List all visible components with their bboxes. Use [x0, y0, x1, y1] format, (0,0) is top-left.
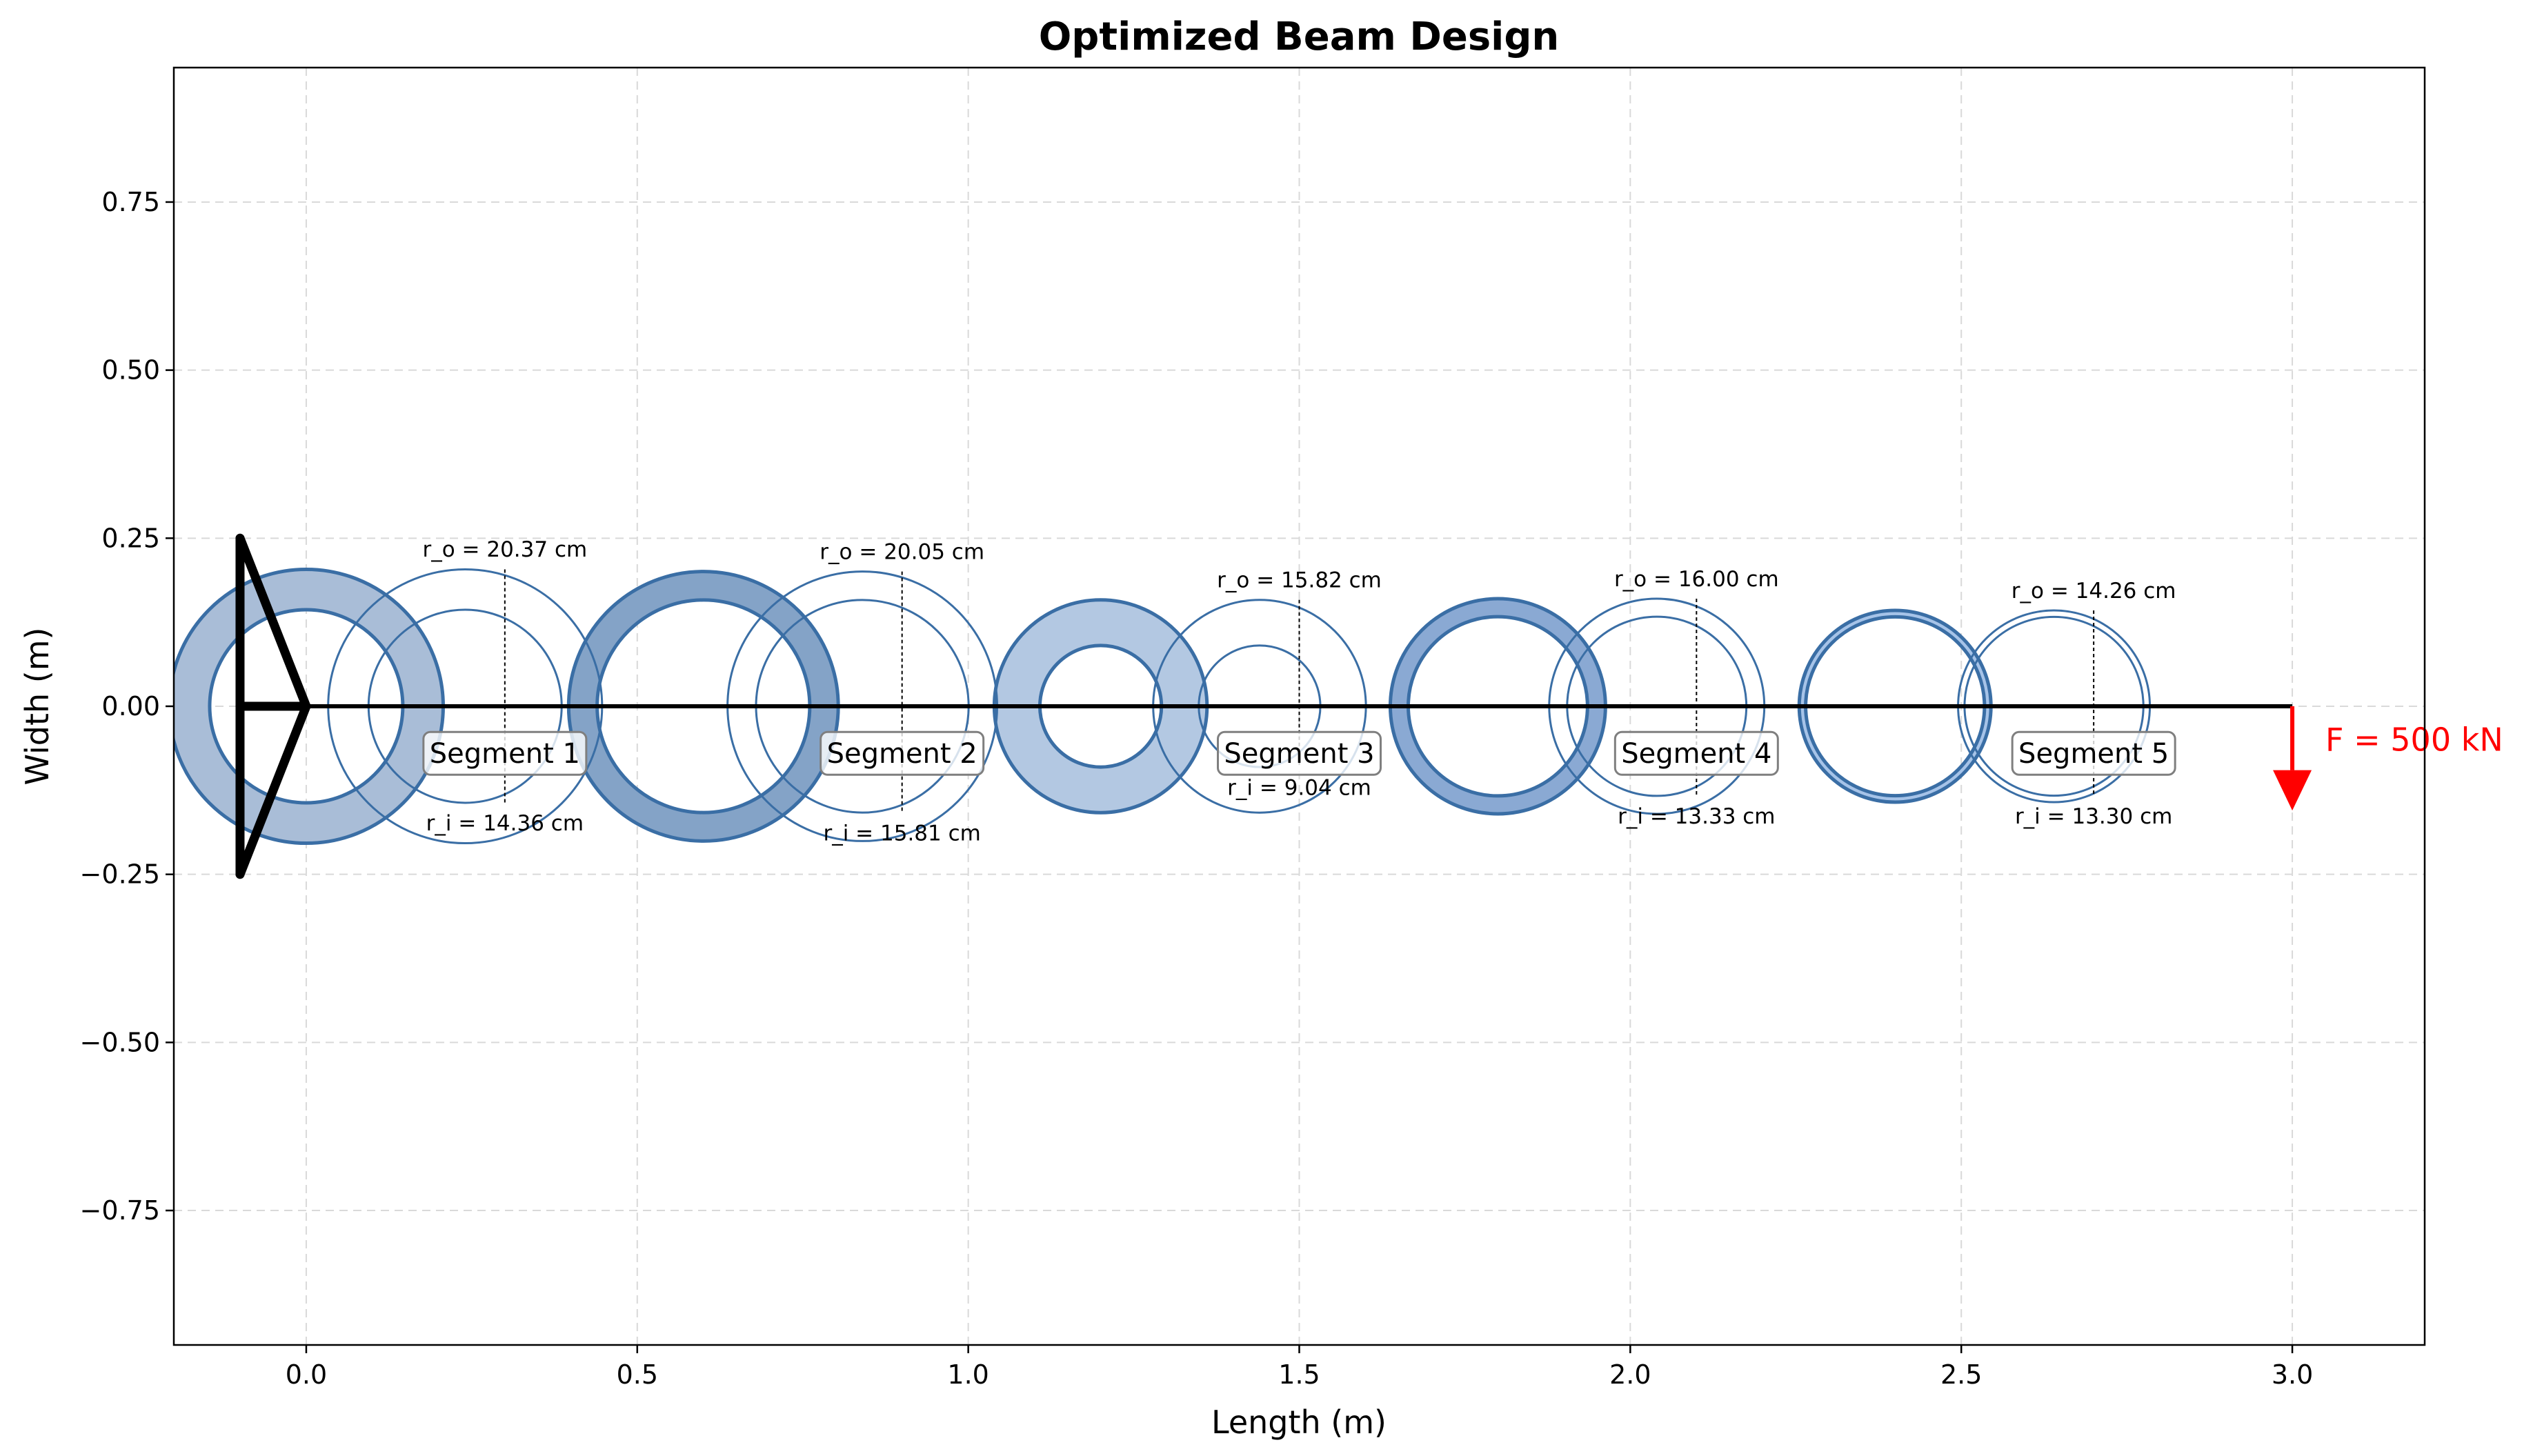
outer-radius-label: r_o = 20.37 cm [422, 537, 587, 562]
load-arrow-head [2273, 770, 2312, 811]
inner-radius-label: r_i = 9.04 cm [1227, 775, 1371, 800]
inner-radius-label: r_i = 14.36 cm [426, 811, 584, 836]
segment-label: Segment 5 [2018, 738, 2169, 770]
load-arrow [2273, 706, 2312, 811]
outer-radius-label: r_o = 15.82 cm [1217, 568, 1382, 593]
inner-radius-label: r_i = 13.30 cm [2015, 804, 2172, 829]
support-brace-top [235, 533, 311, 711]
outer-radius-label: r_o = 16.00 cm [1614, 567, 1779, 592]
y-tick-label: −0.50 [80, 1027, 160, 1057]
y-tick-label: 0.25 [101, 523, 160, 553]
segment-label: Segment 1 [430, 738, 580, 770]
segment-label-box [820, 730, 985, 776]
segment-label-box [422, 730, 588, 776]
y-tick-label: 0.75 [101, 187, 160, 217]
y-axis-label: Width (m) [19, 628, 56, 786]
segment-labels: Segment 1 Segment 2 Segment 3 Segment 4 Segm… [422, 730, 2176, 776]
load-force-label: F = 500 kN [2325, 721, 2503, 759]
y-tick-label: 0.00 [101, 691, 160, 721]
x-tick-label: 0.0 [286, 1359, 327, 1390]
y-tick-label: −0.75 [80, 1195, 160, 1226]
outer-radius-label: r_o = 20.05 cm [820, 539, 984, 564]
x-axis-label: Length (m) [1211, 1404, 1387, 1441]
x-tick-label: 2.5 [1940, 1359, 1982, 1390]
chart-title: Optimized Beam Design [1039, 14, 1560, 59]
x-tick-label: 1.5 [1278, 1359, 1320, 1390]
y-tick-label: 0.50 [101, 355, 160, 386]
section-ring [994, 599, 1207, 813]
segment-label: Segment 2 [827, 738, 977, 770]
dimension-annotations: r_o = 20.37 cm r_i = 14.36 cm r_o = 20.05 … [422, 537, 2176, 846]
segment-label-box [1217, 730, 1382, 776]
fixed-support [235, 533, 311, 879]
segment-label: Segment 3 [1224, 738, 1374, 770]
y-tick-label: −0.25 [80, 859, 160, 890]
inner-radius-label: r_i = 15.81 cm [823, 821, 980, 846]
x-axis-ticks: 0.0 0.5 1.0 1.5 2.0 2.5 3.0 [286, 1345, 2313, 1390]
y-axis-ticks: 0.75 0.50 0.25 0.00 −0.25 −0.50 −0.75 [80, 187, 174, 1226]
support-brace-bottom [235, 701, 311, 879]
x-tick-label: 0.5 [617, 1359, 658, 1390]
segment-label-box [1613, 730, 1779, 776]
x-tick-label: 1.0 [947, 1359, 989, 1390]
x-tick-label: 2.0 [1609, 1359, 1651, 1390]
x-tick-label: 3.0 [2272, 1359, 2313, 1390]
inner-radius-label: r_i = 13.33 cm [1618, 804, 1775, 829]
segment-label: Segment 4 [1621, 738, 1771, 770]
outer-radius-label: r_o = 14.26 cm [2011, 579, 2176, 604]
segment-label-box [2011, 730, 2176, 776]
